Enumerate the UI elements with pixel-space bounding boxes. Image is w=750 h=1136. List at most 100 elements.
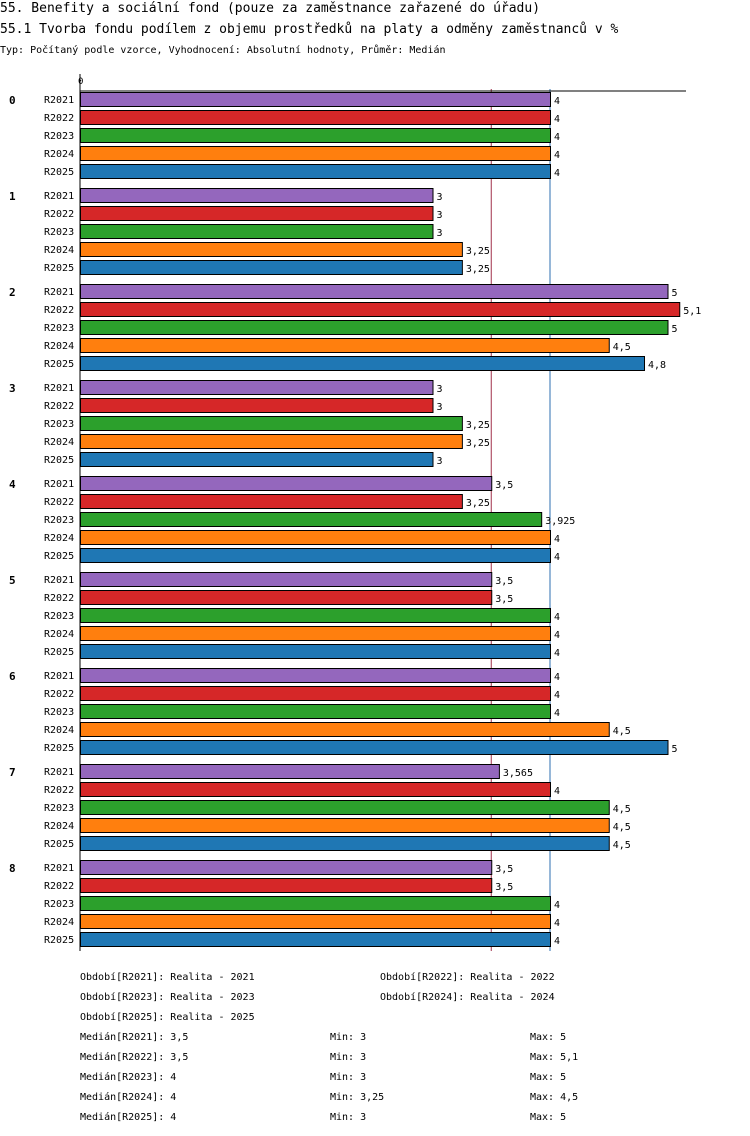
- legend-period-r2024: Období[R2024]: Realita - 2024: [380, 992, 555, 1003]
- page-title: 55. Benefity a sociální fond (pouze za z…: [0, 1, 541, 16]
- series-label: R2021: [44, 671, 74, 682]
- data-label: 4,5: [613, 726, 631, 737]
- bar: [80, 722, 610, 737]
- data-label: 3,5: [495, 594, 513, 605]
- series-label: R2021: [44, 383, 74, 394]
- series-label: R2024: [44, 533, 74, 544]
- series-label: R2024: [44, 437, 74, 448]
- bar: [80, 896, 551, 911]
- bar: [80, 338, 610, 353]
- series-label: R2025: [44, 743, 74, 754]
- bar: [80, 224, 434, 239]
- series-label: R2022: [44, 113, 74, 124]
- bar: [80, 878, 493, 893]
- bar-chart: 0 0 R2021 4 R2022 4 R2023 4 R2024 4 R2025 4 1 R2021 3 R…: [9, 74, 701, 951]
- data-label: 4,8: [648, 360, 666, 371]
- bar: [80, 206, 434, 221]
- data-label: 3,5: [495, 864, 513, 875]
- data-label: 3: [437, 192, 443, 203]
- legend-max-r2025: Max: 5: [530, 1112, 567, 1123]
- legend-median-r2021: Medián[R2021]: 3,5: [80, 1032, 189, 1043]
- legend-median-r2023: Medián[R2023]: 4: [80, 1072, 177, 1083]
- series-label: R2025: [44, 359, 74, 370]
- bar: [80, 476, 493, 491]
- data-label: 4: [554, 534, 560, 545]
- bar: [80, 188, 434, 203]
- data-label: 4: [554, 936, 560, 947]
- bar: [80, 686, 551, 701]
- bar: [80, 860, 493, 875]
- data-label: 3,25: [466, 264, 490, 275]
- bar: [80, 302, 681, 317]
- bar: [80, 626, 551, 641]
- data-label: 4: [554, 786, 560, 797]
- series-label: R2024: [44, 725, 74, 736]
- bar: [80, 380, 434, 395]
- data-label: 3: [437, 210, 443, 221]
- series-label: R2022: [44, 401, 74, 412]
- bar: [80, 110, 551, 125]
- bar: [80, 590, 493, 605]
- data-label: 4,5: [613, 804, 631, 815]
- data-label: 3,25: [466, 246, 490, 257]
- series-label: R2022: [44, 881, 74, 892]
- data-label: 5,1: [683, 306, 701, 317]
- legend-max-r2022: Max: 5,1: [530, 1052, 579, 1063]
- data-label: 3,5: [495, 576, 513, 587]
- bar: [80, 530, 551, 545]
- category-label: 6: [9, 670, 16, 683]
- legend-period-r2023: Období[R2023]: Realita - 2023: [80, 992, 255, 1003]
- legend-median-r2025: Medián[R2025]: 4: [80, 1112, 177, 1123]
- series-label: R2023: [44, 131, 74, 142]
- bar: [80, 818, 610, 833]
- data-label: 4: [554, 648, 560, 659]
- series-label: R2024: [44, 245, 74, 256]
- series-label: R2023: [44, 515, 74, 526]
- bar: [80, 572, 493, 587]
- data-label: 3,25: [466, 498, 490, 509]
- series-label: R2023: [44, 803, 74, 814]
- bar: [80, 242, 463, 257]
- legend-max-r2024: Max: 4,5: [530, 1092, 579, 1103]
- series-label: R2022: [44, 209, 74, 220]
- series-label: R2025: [44, 647, 74, 658]
- category-label: 7: [9, 766, 16, 779]
- series-label: R2023: [44, 899, 74, 910]
- legend-period-r2022: Období[R2022]: Realita - 2022: [380, 972, 555, 983]
- chart-meta: Typ: Počítaný podle vzorce, Vyhodnocení:…: [0, 45, 446, 56]
- bar: [80, 608, 551, 623]
- bar: [80, 164, 551, 179]
- series-label: R2025: [44, 167, 74, 178]
- x-tick-label: 0: [78, 77, 83, 87]
- bar: [80, 782, 551, 797]
- series-label: R2024: [44, 917, 74, 928]
- bar: [80, 704, 551, 719]
- series-label: R2023: [44, 419, 74, 430]
- legend-min-r2023: Min: 3: [330, 1072, 367, 1083]
- legend-min-r2025: Min: 3: [330, 1112, 367, 1123]
- data-label: 3,25: [466, 438, 490, 449]
- data-label: 5: [672, 744, 678, 755]
- series-label: R2025: [44, 455, 74, 466]
- legend-max-r2023: Max: 5: [530, 1072, 567, 1083]
- legend-period-r2021: Období[R2021]: Realita - 2021: [80, 972, 255, 983]
- chart-subtitle: 55.1 Tvorba fondu podílem z objemu prost…: [0, 22, 619, 37]
- series-label: R2023: [44, 227, 74, 238]
- series-label: R2021: [44, 95, 74, 106]
- series-label: R2024: [44, 149, 74, 160]
- bar: [80, 494, 463, 509]
- series-label: R2025: [44, 935, 74, 946]
- data-label: 3,565: [503, 768, 533, 779]
- data-label: 3: [437, 402, 443, 413]
- data-label: 5: [672, 324, 678, 335]
- bar: [80, 548, 551, 563]
- series-label: R2023: [44, 323, 74, 334]
- series-label: R2025: [44, 839, 74, 850]
- category-label: 8: [9, 862, 16, 875]
- data-label: 4: [554, 612, 560, 623]
- data-label: 4: [554, 132, 560, 143]
- bar: [80, 932, 551, 947]
- data-label: 5: [672, 288, 678, 299]
- data-label: 3: [437, 228, 443, 239]
- data-label: 4: [554, 900, 560, 911]
